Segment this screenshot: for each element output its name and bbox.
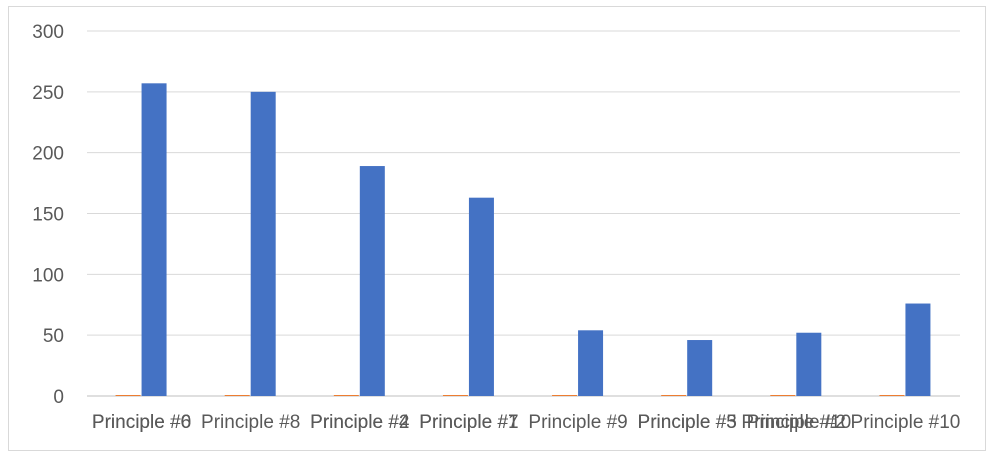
bars bbox=[116, 83, 931, 396]
bar-series1-2 bbox=[225, 395, 250, 396]
bar-series2-6 bbox=[687, 340, 712, 396]
y-tick-label: 200 bbox=[32, 144, 64, 165]
y-tick-label: 300 bbox=[32, 22, 64, 43]
bar-series2-5 bbox=[578, 330, 603, 396]
y-tick-label: 250 bbox=[32, 83, 64, 104]
x-category-label: Principle #9 bbox=[528, 412, 627, 433]
bar-series2-7 bbox=[796, 333, 821, 396]
bar-series2-2 bbox=[251, 92, 276, 396]
y-tick-label: 100 bbox=[32, 265, 64, 286]
x-category-label-overlap: Principle #2 bbox=[310, 412, 409, 433]
bar-series1-7 bbox=[770, 395, 795, 396]
gridlines bbox=[87, 31, 960, 396]
bar-series2-1 bbox=[142, 83, 167, 396]
bar-series2-8 bbox=[905, 304, 930, 396]
bar-series1-1 bbox=[116, 395, 141, 396]
bar-series1-6 bbox=[661, 395, 686, 396]
bar-series2-3 bbox=[360, 166, 385, 396]
x-category-label-overlap: Principle #1 bbox=[419, 412, 518, 433]
bar-series2-4 bbox=[469, 198, 494, 396]
y-axis-tick-labels: 0 50 100 150 200 250 300 bbox=[32, 22, 64, 408]
bar-series1-4 bbox=[443, 395, 468, 396]
x-category-label-overlap: Principle #2 bbox=[747, 412, 846, 433]
bar-series1-5 bbox=[552, 395, 577, 396]
y-tick-label: 150 bbox=[32, 205, 64, 226]
x-category-label-overlap: Principle #3 bbox=[638, 412, 737, 433]
bar-series1-8 bbox=[879, 395, 904, 396]
y-tick-label: 50 bbox=[43, 326, 64, 347]
x-category-label: Principle #10 bbox=[851, 412, 961, 433]
x-category-label-overlap: Principle #0 bbox=[92, 412, 191, 433]
y-tick-label: 0 bbox=[53, 387, 64, 408]
bar-series1-3 bbox=[334, 395, 359, 396]
x-category-label: Principle #8 bbox=[201, 412, 300, 433]
